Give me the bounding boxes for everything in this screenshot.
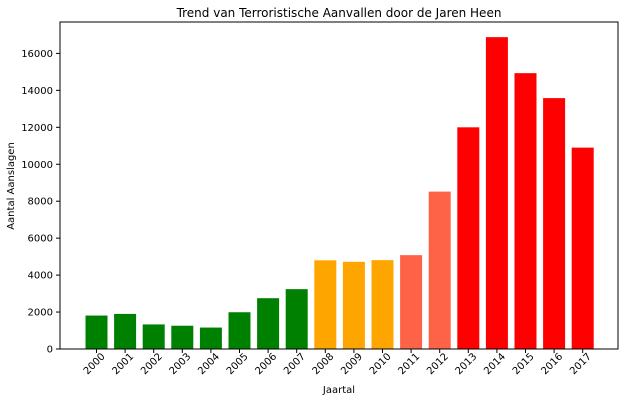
y-tick-label: 2000: [28, 308, 53, 319]
x-tick-label: 2003: [168, 351, 194, 377]
x-tick-label: 2013: [454, 351, 480, 377]
bar-2015: [514, 73, 537, 350]
bar-2009: [342, 261, 365, 349]
x-axis-ticks: 2000 2001 2002 2003 2004 2005 2006 2007 2008 2009…: [82, 349, 594, 377]
bar-2017: [571, 147, 594, 349]
y-tick-label: 4000: [28, 271, 53, 282]
x-tick-label: 2015: [511, 351, 537, 377]
y-tick-label: 8000: [28, 197, 53, 208]
x-tick-label: 2014: [482, 351, 508, 377]
y-axis-label: Aantal Aanslagen: [6, 142, 17, 230]
y-tick-label: 14000: [21, 86, 53, 97]
x-tick-label: 2016: [539, 351, 565, 377]
x-tick-label: 2009: [339, 351, 365, 377]
chart-title: Trend van Terroristische Aanvallen door …: [176, 6, 502, 20]
x-tick-label: 2004: [196, 351, 222, 377]
bar-2004: [199, 327, 222, 349]
x-tick-label: 2010: [368, 351, 394, 377]
bar-2007: [285, 289, 308, 349]
bar-2003: [171, 325, 194, 349]
x-tick-label: 2007: [282, 351, 308, 377]
bar-2005: [228, 312, 251, 349]
x-tick-label: 2012: [425, 351, 451, 377]
x-tick-label: 2002: [139, 351, 165, 377]
x-tick-label: 2006: [253, 351, 279, 377]
x-axis-label: Jaartal: [322, 385, 355, 396]
x-tick-label: 2001: [110, 351, 136, 377]
x-tick-label: 2005: [225, 351, 251, 377]
plot-frame: [59, 21, 619, 350]
x-tick-label: 2000: [82, 351, 108, 377]
bar-2000: [85, 315, 108, 349]
bar-2010: [371, 260, 394, 349]
bar-2014: [485, 37, 508, 350]
x-tick-label: 2008: [311, 351, 337, 377]
y-tick-label: 16000: [21, 49, 53, 60]
bar-2013: [457, 127, 480, 349]
bar-2016: [543, 98, 566, 350]
y-tick-label: 6000: [28, 234, 53, 245]
y-tick-label: 10000: [21, 160, 53, 171]
bar-2001: [114, 313, 137, 349]
x-tick-label: 2011: [396, 351, 422, 377]
bar-2011: [400, 255, 423, 349]
bar-2008: [314, 260, 337, 349]
bar-2002: [142, 324, 165, 349]
y-tick-label: 12000: [21, 123, 53, 134]
y-tick-label: 0: [47, 345, 53, 356]
bar-2006: [257, 298, 280, 349]
x-tick-label: 2017: [568, 351, 594, 377]
bar-2012: [428, 191, 451, 349]
y-axis-ticks: 0 2000 4000 6000 8000 10000 12000 14000 16000: [21, 49, 60, 356]
bars-group: [85, 37, 594, 350]
